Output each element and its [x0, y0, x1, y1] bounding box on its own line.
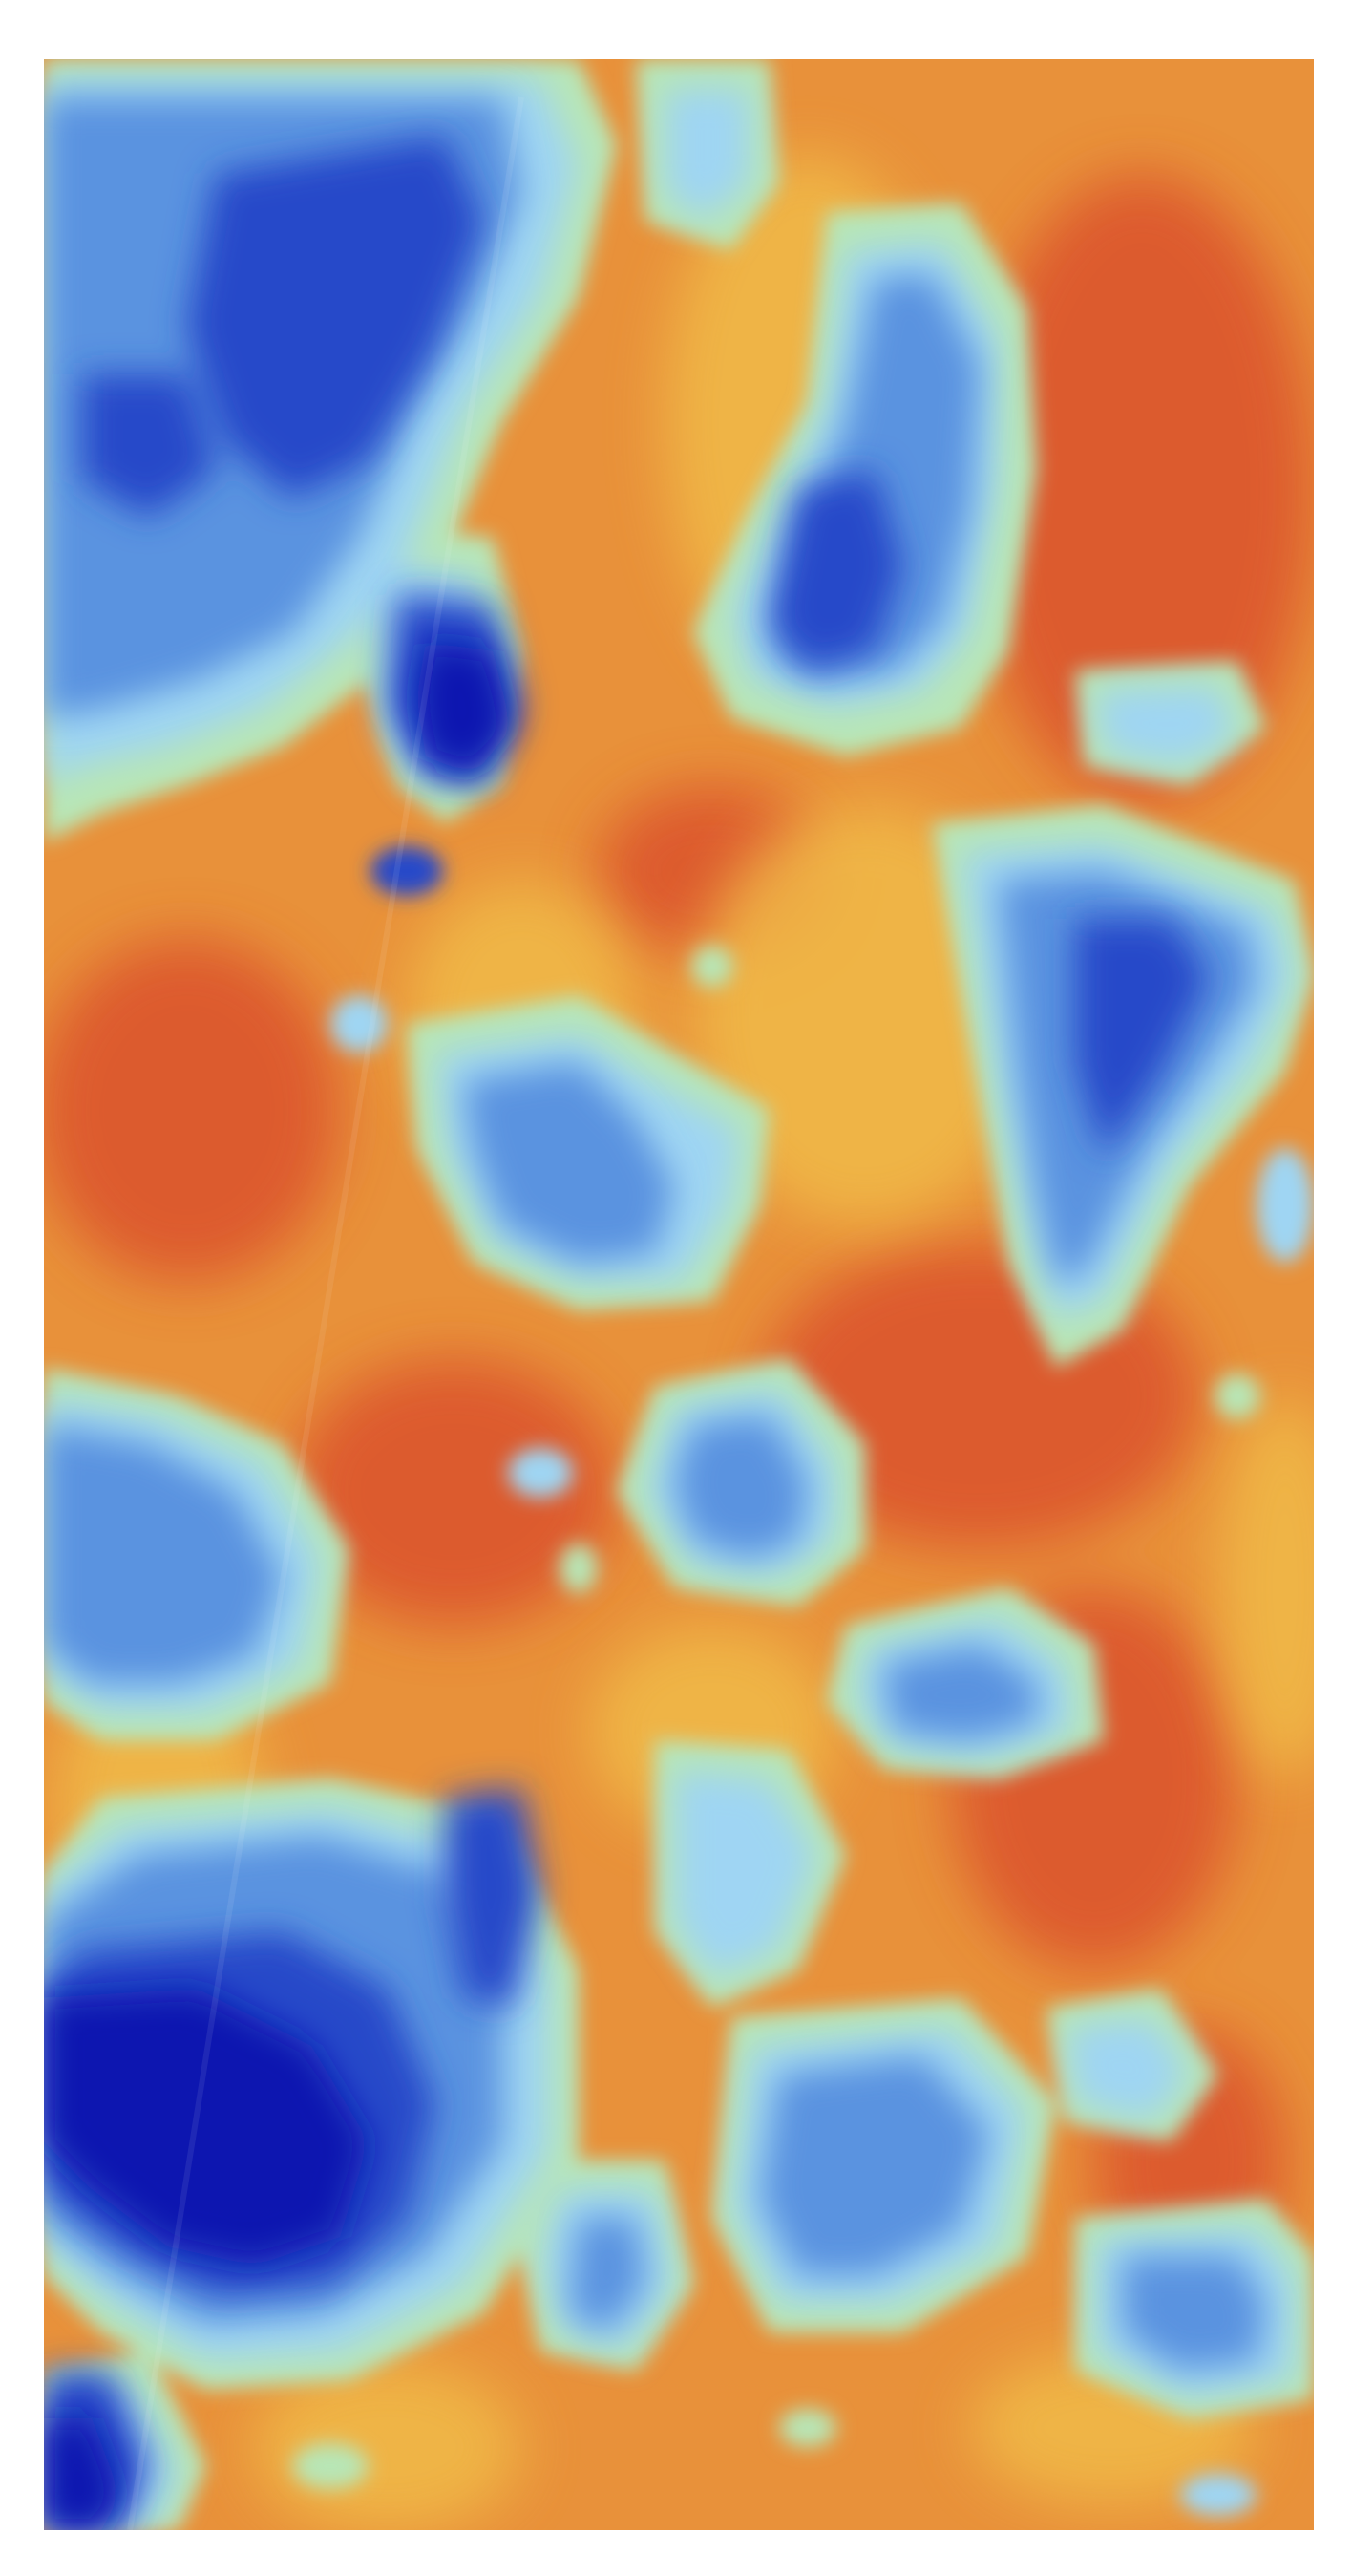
heatmap-raster — [44, 59, 1314, 2530]
swath-seam — [127, 96, 524, 2530]
heatmap-frame — [44, 59, 1314, 2530]
cool-spots — [292, 846, 1314, 2516]
cool-deepest-regions — [44, 642, 512, 2530]
